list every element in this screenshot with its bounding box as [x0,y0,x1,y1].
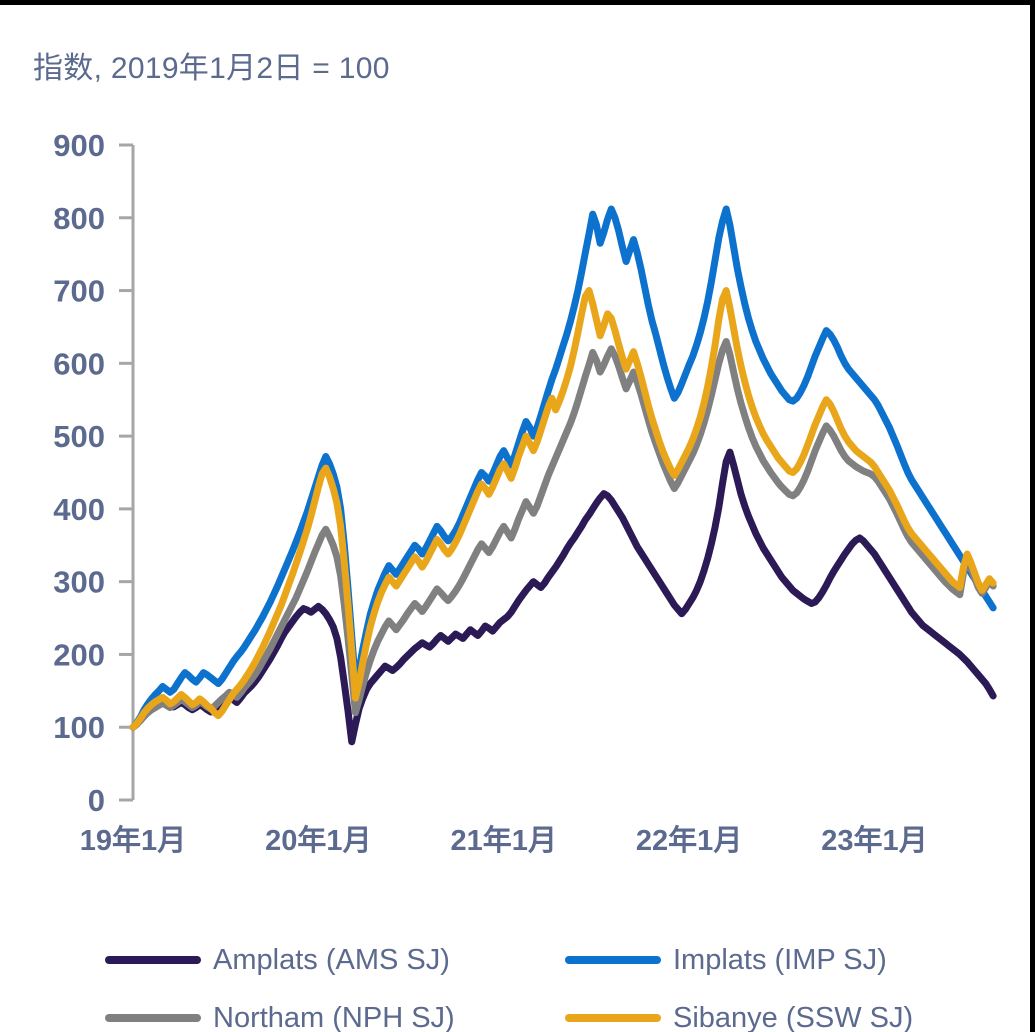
series-line-sibanye [129,287,997,731]
line-chart-svg: 900 800 700 600 500 400 300 200 100 0 [53,128,997,815]
legend-swatch-implats [565,956,661,964]
data-series-group [129,205,997,746]
series-line-amplats [129,448,997,746]
chart-legend: Amplats (AMS SJ) Implats (IMP SJ) Northa… [0,920,1030,1032]
series-line-implats [129,205,997,731]
legend-item-implats[interactable]: Implats (IMP SJ) [565,938,887,982]
x-axis-tick-label: 23年1月 [821,825,928,857]
legend-item-amplats[interactable]: Amplats (AMS SJ) [105,938,450,982]
y-axis-tick-labels: 900 800 700 600 500 400 300 200 100 0 [53,128,105,815]
y-axis-tick-label: 200 [53,637,105,672]
legend-label-northam: Northam (NPH SJ) [213,1001,455,1032]
y-axis-tick-label: 300 [53,565,105,600]
x-axis-tick-label: 20年1月 [265,825,372,857]
x-axis-tick-label: 21年1月 [450,825,557,857]
y-axis-tick-label: 800 [53,201,105,236]
legend-label-implats: Implats (IMP SJ) [673,943,887,976]
legend-swatch-sibanye [565,1014,661,1022]
legend-item-sibanye[interactable]: Sibanye (SSW SJ) [565,996,913,1032]
legend-swatch-northam [105,1014,201,1022]
plot-area: 900 800 700 600 500 400 300 200 100 0 [0,115,1030,815]
legend-label-amplats: Amplats (AMS SJ) [213,943,450,976]
y-axis-tick-label: 500 [53,419,105,454]
legend-label-sibanye: Sibanye (SSW SJ) [673,1001,914,1032]
series-line-northam [129,338,997,731]
axis-lines [119,143,135,802]
x-axis-tick-label: 22年1月 [635,825,743,857]
legend-swatch-amplats [105,956,201,964]
y-axis-tick-label: 400 [53,492,105,527]
y-axis-tick-label: 900 [53,128,105,163]
y-axis-tick-label: 100 [53,710,105,745]
y-axis-tick-label: 700 [53,274,105,309]
x-axis-tick-labels: 19年1月 20年1月 21年1月 22年1月 23年1月 [0,817,1030,877]
legend-item-northam[interactable]: Northam (NPH SJ) [105,996,455,1032]
y-axis-tick-label: 600 [53,346,105,381]
x-axis-tick-label: 19年1月 [79,825,187,857]
chart-subtitle: 指数, 2019年1月2日 = 100 [33,52,390,85]
y-axis-tick-label: 0 [88,783,105,815]
